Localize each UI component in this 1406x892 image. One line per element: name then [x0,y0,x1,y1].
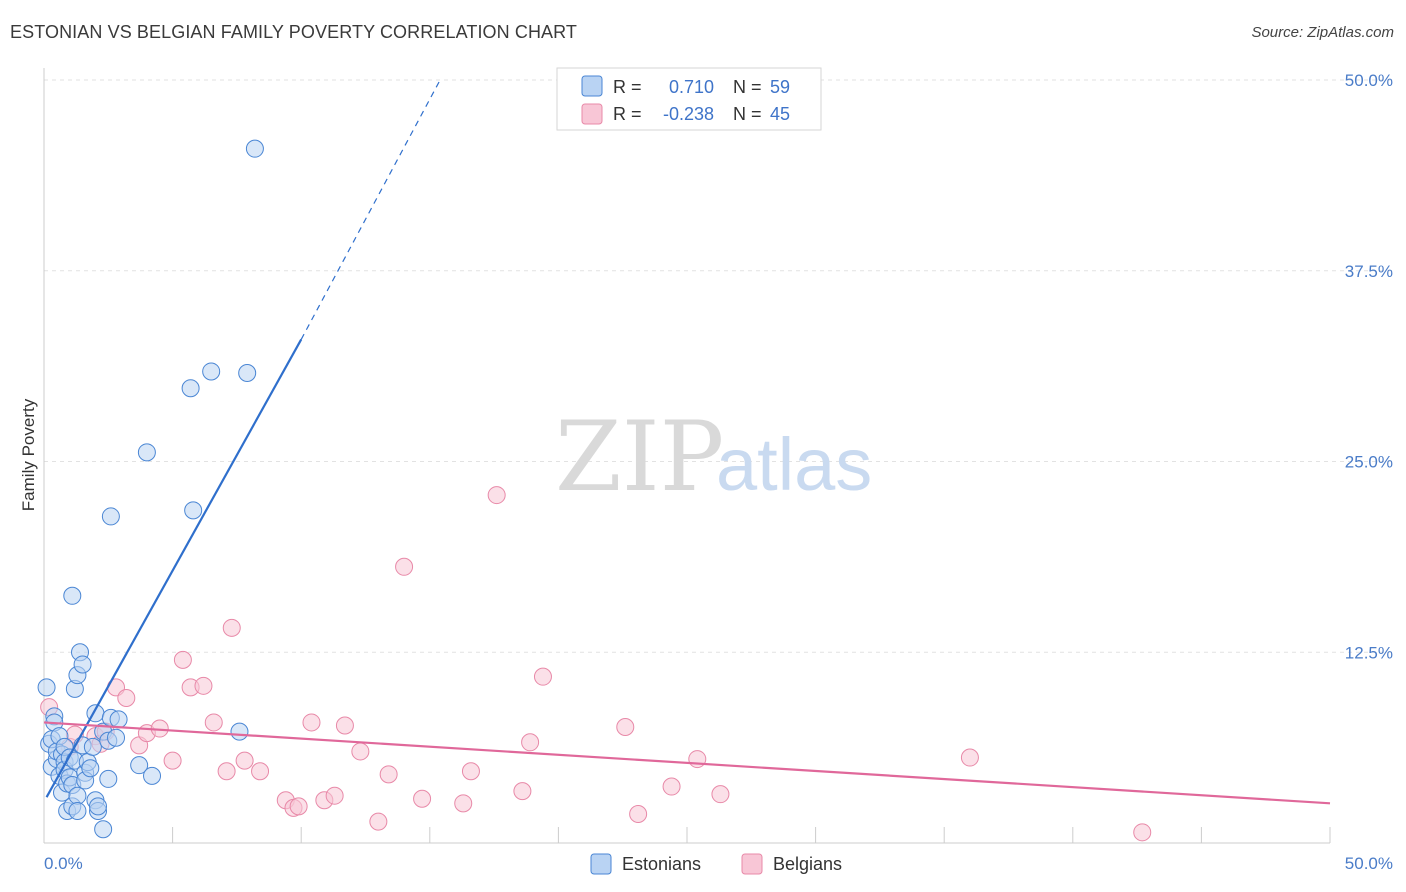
belgians-series [40,486,1152,842]
legend-swatch-estonians [581,75,603,97]
belgians-point [616,718,635,737]
trend-lines [43,79,1331,805]
estonians-point [245,139,264,158]
estonians-point [230,722,249,741]
y-tick-labels: 12.5% 25.0% 37.5% 50.0% [1345,71,1393,662]
belgians-point [461,762,480,781]
legend-r-value-2: -0.238 [663,104,714,124]
estonians-point [68,786,87,805]
belgians-point [163,751,182,770]
belgians-point [711,785,730,804]
belgians-point [960,748,979,767]
legend-swatch-belgians [581,103,603,125]
legend-n-label-1: N = [733,77,762,97]
belgians-point [454,794,473,813]
belgians-point [217,762,236,781]
legend-n-label-2: N = [733,104,762,124]
belgians-point [395,557,414,576]
estonians-series [37,139,264,839]
belgians-point [369,812,388,831]
estonians-point [68,801,87,820]
estonians-point [181,379,200,398]
belgians-trend-line [43,721,1331,805]
estonians-point [81,759,100,778]
belgians-point [289,797,308,816]
belgians-point [513,782,532,801]
watermark-zip: ZIP [555,401,724,513]
belgians-point [222,618,241,637]
estonians-point [83,737,102,756]
x-axis-ticks [43,827,1331,843]
watermark-atlas: atlas [716,423,872,506]
belgians-point [533,667,552,686]
belgians-point [204,713,223,732]
y-axis-label: Family Poverty [19,398,38,511]
estonians-point [109,710,128,729]
estonians-point [137,443,156,462]
estonians-point [37,678,56,697]
belgians-point [662,777,681,796]
x-tick-label-min: 0.0% [44,854,83,873]
belgians-point [1133,823,1152,842]
estonians-point [89,797,108,816]
watermark: ZIP atlas [555,401,872,513]
y-tick-label: 12.5% [1345,643,1393,662]
belgians-point [629,805,648,824]
bottom-legend-swatch-estonians [590,853,612,875]
x-tick-label-max: 50.0% [1345,854,1393,873]
belgians-point [521,733,540,752]
belgians-point [379,765,398,784]
estonians-point [184,501,203,520]
estonians-trend-extension [300,79,441,340]
source-label: Source: ZipAtlas.com [1251,24,1394,41]
belgians-point [117,689,136,708]
bottom-legend-swatch-belgians [741,853,763,875]
belgians-point [235,751,254,770]
y-tick-label: 37.5% [1345,262,1393,281]
estonians-point [99,769,118,788]
belgians-point [302,713,321,732]
legend-n-value-2: 45 [770,104,790,124]
estonians-point [107,728,126,747]
bottom-legend-estonians: Estonians [622,854,701,874]
bottom-legend-belgians: Belgians [773,854,842,874]
estonians-point [238,363,257,382]
belgians-point [251,762,270,781]
belgians-point [325,786,344,805]
chart-title: ESTONIAN VS BELGIAN FAMILY POVERTY CORRE… [10,22,578,42]
legend-r-label-2: R = [613,104,642,124]
estonians-point [143,766,162,785]
series-legend: Estonians Belgians [590,853,842,875]
belgians-point [335,716,354,735]
belgians-point [413,789,432,808]
estonians-point [101,507,120,526]
legend-n-value-1: 59 [770,77,790,97]
estonians-point [73,655,92,674]
belgians-point [688,750,707,769]
legend-r-value-1: 0.710 [669,77,714,97]
legend-r-label-1: R = [613,77,642,97]
y-tick-label: 50.0% [1345,71,1393,90]
grid-lines [44,79,1392,653]
belgians-point [194,676,213,695]
estonians-trend-line [45,338,303,798]
correlation-legend: R = 0.710 N = 59 R = -0.238 N = 45 [556,67,822,131]
belgians-point [351,742,370,761]
estonians-point [94,820,113,839]
estonians-point [130,756,149,775]
belgians-point [173,650,192,669]
belgians-point [487,486,506,505]
y-tick-label: 25.0% [1345,453,1393,472]
estonians-point [202,362,221,381]
estonians-point [63,586,82,605]
